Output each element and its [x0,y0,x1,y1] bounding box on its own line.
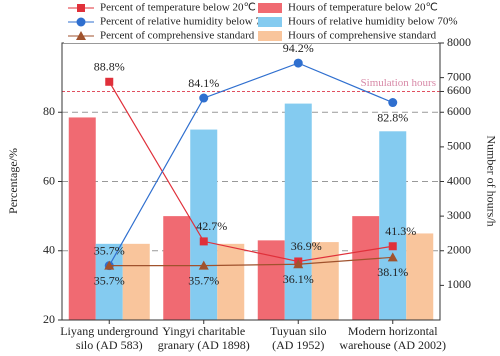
data-label: 35.7% [188,273,219,287]
legend-swatch [258,31,282,41]
point [293,259,304,269]
y2-tick-label: 3000 [447,208,471,222]
line [108,81,393,263]
y2-tick-label: 6000 [447,104,471,118]
point [199,93,209,103]
x-tick-label: Modern horizontal warehouse (AD 2002) [339,324,447,352]
annotation: Simulation hours [361,77,436,89]
data-label: 82.8% [377,110,408,124]
legend-marker [76,31,86,40]
y2-axis-label: Number of hours/h [484,135,498,226]
data-label: 84.1% [188,76,219,90]
y-tick-label: 40 [43,243,55,257]
line [108,62,393,266]
point [388,242,397,251]
y-axis-label: Percentage/% [6,148,20,214]
legend-box [64,1,438,43]
bar [379,131,407,320]
y2-tick-label: 2000 [447,243,471,257]
legend-swatch [258,3,282,13]
point [198,260,209,270]
x-tick-group: Modern horizontal warehouse (AD 2002) [339,324,447,352]
y-tick-label: 80 [43,104,55,118]
data-label: 41.3% [385,224,416,238]
point [388,98,398,108]
data-label: 42.7% [196,219,227,233]
point [293,58,303,68]
data-label: 35.7% [94,243,125,257]
legend-label: Percent of relative humidity below 70% [100,16,276,28]
point [104,260,115,270]
y-tick-label: 20 [43,312,55,326]
x-tick-group: Liyang underground silo (AD 583) [60,324,159,352]
bar [68,117,96,320]
x-tick-group: Yingyi charitable granary (AD 1898) [157,324,250,352]
y2-tick-label: 8000 [447,35,471,49]
y2-tick-label: 1000 [447,277,471,291]
bar [406,233,434,320]
y2-tick-label: 4000 [447,173,471,187]
bar [311,242,339,320]
legend-swatch [258,17,282,27]
legend-label: Hours of comprehensive standard [288,30,437,42]
data-label: 38.1% [377,265,408,279]
point [105,77,114,86]
legend-label: Percent of temperature below 20℃ [100,2,256,14]
bar [190,129,218,320]
legend: Percent of temperature below 20℃ Percent … [64,1,458,43]
data-label: 36.1% [283,272,314,286]
legend-marker [77,4,85,12]
bar [163,216,191,320]
legend-label: Hours of relative humidity below 70% [288,16,458,28]
bar [284,103,312,320]
x-tick-label: Tuyuan silo (AD 1952) [269,324,327,352]
point [199,237,208,246]
legend-label: Hours of temperature below 20℃ [288,2,438,14]
bar [257,240,285,320]
x-tick-label: Yingyi charitable granary (AD 1898) [157,324,250,352]
bar [122,243,150,320]
bar [352,216,380,320]
data-label: 35.7% [94,273,125,287]
data-label: 88.8% [94,60,125,74]
x-tick-label: Liyang underground silo (AD 583) [60,324,159,352]
y2-tick-label: 7000 [447,69,471,83]
y-tick-label: 60 [43,173,55,187]
x-tick-group: Tuyuan silo (AD 1952) [269,324,327,352]
data-label: 94.2% [283,41,314,55]
legend-marker [76,17,86,27]
y2-tick-label: 6600 [447,83,471,97]
bar [95,243,123,320]
line [109,256,393,267]
point [387,252,398,262]
legend-label: Percent of comprehensive standard [100,30,255,42]
data-label: 36.9% [291,239,322,253]
y2-tick-label: 5000 [447,139,471,153]
bar [217,243,245,320]
